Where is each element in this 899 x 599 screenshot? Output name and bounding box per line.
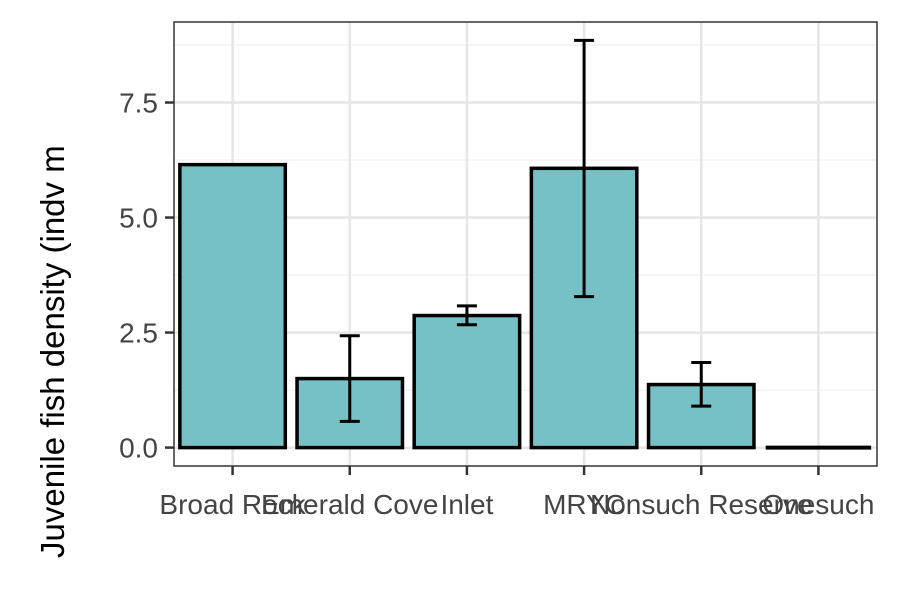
y-tick-label: 5.0 [119, 203, 158, 234]
panel-border [173, 21, 878, 467]
error-bar [456, 304, 477, 327]
error-bars [339, 38, 712, 423]
error-bar [339, 334, 360, 423]
error-bar [691, 360, 712, 408]
y-tick-label: 2.5 [119, 318, 158, 349]
bar [646, 382, 756, 450]
bar [178, 162, 288, 450]
x-tick-label: Nonsuch Reserve [590, 489, 813, 520]
x-tick-label: Inlet [440, 489, 493, 520]
y-tick-label: 0.0 [119, 433, 158, 464]
y-axis-title: Juvenile fish density (indv m [34, 145, 71, 558]
x-tick-label: MRYC [543, 489, 625, 520]
x-tick-label: Broad Rock [159, 489, 306, 520]
error-bar [574, 38, 595, 299]
bars [178, 162, 872, 450]
y-tick-label: 7.5 [119, 88, 158, 119]
x-tick-label: Emerald Cove [261, 489, 438, 520]
bar [412, 313, 522, 450]
x-tick-label: Onesuch [762, 489, 874, 520]
